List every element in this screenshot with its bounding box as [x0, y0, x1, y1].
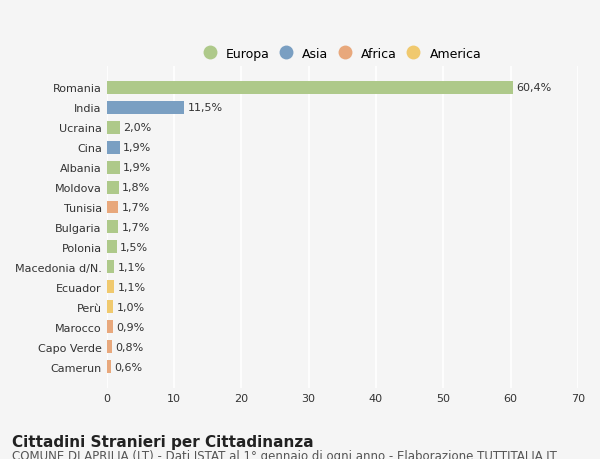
- Bar: [107, 281, 114, 294]
- Bar: [107, 201, 118, 214]
- Bar: [107, 122, 120, 134]
- Text: 11,5%: 11,5%: [188, 103, 223, 113]
- Bar: [107, 101, 184, 114]
- Text: 0,9%: 0,9%: [116, 322, 145, 332]
- Bar: [107, 360, 111, 373]
- Bar: [107, 320, 113, 334]
- Text: 1,0%: 1,0%: [117, 302, 145, 312]
- Bar: [107, 161, 119, 174]
- Bar: [107, 301, 113, 313]
- Bar: [107, 141, 119, 154]
- Text: 1,8%: 1,8%: [122, 183, 151, 193]
- Bar: [107, 82, 514, 95]
- Text: 1,5%: 1,5%: [120, 242, 148, 252]
- Bar: [107, 261, 114, 274]
- Text: 1,9%: 1,9%: [123, 143, 151, 153]
- Text: 1,1%: 1,1%: [118, 262, 146, 272]
- Text: 1,1%: 1,1%: [118, 282, 146, 292]
- Bar: [107, 221, 118, 234]
- Text: 0,8%: 0,8%: [115, 342, 144, 352]
- Bar: [107, 181, 119, 194]
- Text: 1,9%: 1,9%: [123, 163, 151, 173]
- Text: 2,0%: 2,0%: [124, 123, 152, 133]
- Bar: [107, 241, 117, 254]
- Legend: Europa, Asia, Africa, America: Europa, Asia, Africa, America: [197, 41, 487, 67]
- Bar: [107, 341, 112, 353]
- Text: 60,4%: 60,4%: [517, 83, 552, 93]
- Text: 0,6%: 0,6%: [114, 362, 142, 372]
- Text: Cittadini Stranieri per Cittadinanza: Cittadini Stranieri per Cittadinanza: [12, 434, 314, 449]
- Text: COMUNE DI APRILIA (LT) - Dati ISTAT al 1° gennaio di ogni anno - Elaborazione TU: COMUNE DI APRILIA (LT) - Dati ISTAT al 1…: [12, 449, 557, 459]
- Text: 1,7%: 1,7%: [122, 202, 150, 213]
- Text: 1,7%: 1,7%: [122, 223, 150, 232]
